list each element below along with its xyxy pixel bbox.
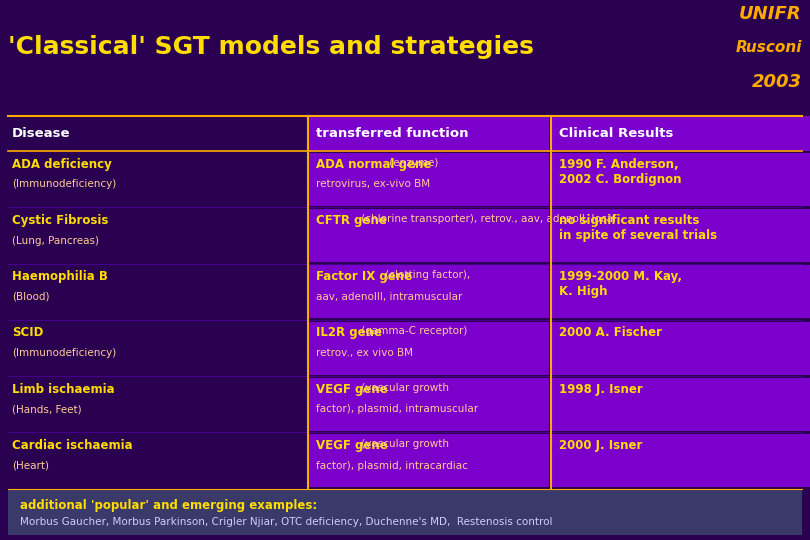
Bar — [308, 321, 549, 375]
Text: 1990 F. Anderson,
2002 C. Bordignon: 1990 F. Anderson, 2002 C. Bordignon — [559, 158, 681, 186]
Text: (Blood): (Blood) — [12, 292, 49, 302]
Text: 2003: 2003 — [752, 73, 802, 91]
Bar — [308, 378, 549, 431]
Text: (vascular growth: (vascular growth — [358, 439, 450, 449]
Text: SCID: SCID — [12, 326, 44, 340]
Text: ADA deficiency: ADA deficiency — [12, 158, 112, 171]
Text: (gamma-C receptor): (gamma-C receptor) — [358, 326, 467, 336]
Text: factor), plasmid, intracardiac: factor), plasmid, intracardiac — [316, 461, 468, 470]
Bar — [551, 378, 810, 431]
Text: additional 'popular' and emerging examples:: additional 'popular' and emerging exampl… — [20, 500, 318, 512]
Bar — [551, 321, 810, 375]
Text: Factor IX gene: Factor IX gene — [316, 270, 412, 283]
Text: factor), plasmid, intramuscular: factor), plasmid, intramuscular — [316, 404, 478, 414]
Text: IL2R gene: IL2R gene — [316, 326, 382, 340]
Bar — [551, 116, 810, 151]
Text: Morbus Gaucher, Morbus Parkinson, Crigler Njiar, OTC deficiency, Duchenne's MD, : Morbus Gaucher, Morbus Parkinson, Crigle… — [20, 517, 552, 528]
Bar — [551, 265, 810, 319]
Text: no significant results
in spite of several trials: no significant results in spite of sever… — [559, 214, 717, 242]
Text: (chlorine transporter), retrov., aav, adenoll, local: (chlorine transporter), retrov., aav, ad… — [358, 214, 616, 224]
Text: 'Classical' SGT models and strategies: 'Classical' SGT models and strategies — [8, 35, 534, 59]
Text: aav, adenolll, intramuscular: aav, adenolll, intramuscular — [316, 292, 463, 302]
Bar — [308, 116, 549, 151]
Text: Limb ischaemia: Limb ischaemia — [12, 383, 115, 396]
Text: Clinical Results: Clinical Results — [559, 127, 673, 140]
Text: UNIFR: UNIFR — [740, 5, 802, 23]
Bar — [551, 153, 810, 206]
Text: (Heart): (Heart) — [12, 461, 49, 470]
Text: transferred function: transferred function — [316, 127, 468, 140]
Text: retrovirus, ex-vivo BM: retrovirus, ex-vivo BM — [316, 179, 430, 190]
Text: CFTR gene: CFTR gene — [316, 214, 387, 227]
Bar — [8, 489, 802, 535]
Text: (Hands, Feet): (Hands, Feet) — [12, 404, 82, 414]
Text: Haemophilia B: Haemophilia B — [12, 270, 108, 283]
Text: (Immunodeficiency): (Immunodeficiency) — [12, 179, 117, 190]
Text: VEGF gene: VEGF gene — [316, 383, 388, 396]
Bar — [308, 153, 549, 206]
Text: (Immunodeficiency): (Immunodeficiency) — [12, 348, 117, 358]
Text: retrov., ex vivo BM: retrov., ex vivo BM — [316, 348, 413, 358]
Text: (Lung, Pancreas): (Lung, Pancreas) — [12, 235, 99, 246]
Text: 1998 J. Isner: 1998 J. Isner — [559, 383, 642, 396]
Bar — [551, 209, 810, 262]
Bar — [308, 265, 549, 319]
Text: Cardiac ischaemia: Cardiac ischaemia — [12, 439, 133, 452]
Text: Cystic Fibrosis: Cystic Fibrosis — [12, 214, 109, 227]
Text: ADA normal gene: ADA normal gene — [316, 158, 431, 171]
Text: Rusconi: Rusconi — [735, 40, 802, 56]
Text: 2000 A. Fischer: 2000 A. Fischer — [559, 326, 662, 340]
Bar — [551, 434, 810, 487]
Text: 2000 J. Isner: 2000 J. Isner — [559, 439, 642, 452]
Bar — [308, 434, 549, 487]
Bar — [308, 209, 549, 262]
Text: 1999-2000 M. Kay,
K. High: 1999-2000 M. Kay, K. High — [559, 270, 682, 298]
Text: Disease: Disease — [12, 127, 70, 140]
Text: (clotting factor),: (clotting factor), — [382, 270, 470, 280]
Text: VEGF gene: VEGF gene — [316, 439, 388, 452]
Text: (vascular growth: (vascular growth — [358, 383, 450, 393]
Text: (enzyme): (enzyme) — [386, 158, 439, 168]
